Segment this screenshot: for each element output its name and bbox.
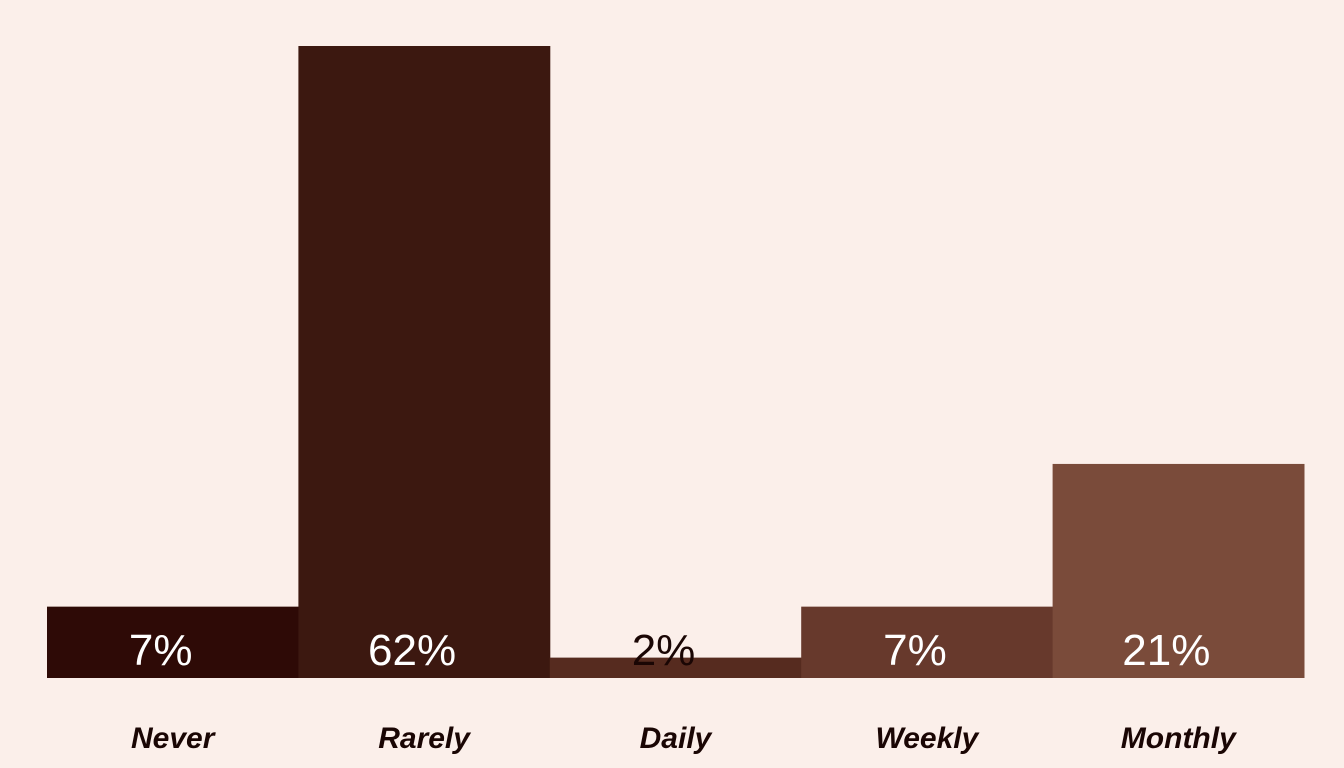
category-label-never: Never (131, 722, 217, 755)
value-label-monthly: 21% (1122, 626, 1210, 675)
value-label-rarely: 62% (368, 626, 456, 675)
value-label-never: 7% (129, 626, 193, 675)
value-label-daily: 2% (632, 626, 696, 675)
category-label-weekly: Weekly (875, 722, 979, 755)
bar-weekly (801, 606, 1054, 678)
bar-rarely (298, 46, 551, 678)
category-label-rarely: Rarely (378, 722, 471, 755)
value-labels-group: 7% 62% 2% 7% 21% (129, 626, 1210, 675)
category-label-daily: Daily (640, 722, 713, 755)
value-label-weekly: 7% (883, 626, 947, 675)
category-labels-group: Never Rarely Daily Weekly Monthly (131, 722, 1237, 755)
bars-group (47, 46, 1305, 678)
bar-daily (549, 657, 802, 678)
bar-monthly (1052, 463, 1305, 678)
bar-never (47, 606, 299, 678)
category-label-monthly: Monthly (1121, 722, 1237, 755)
